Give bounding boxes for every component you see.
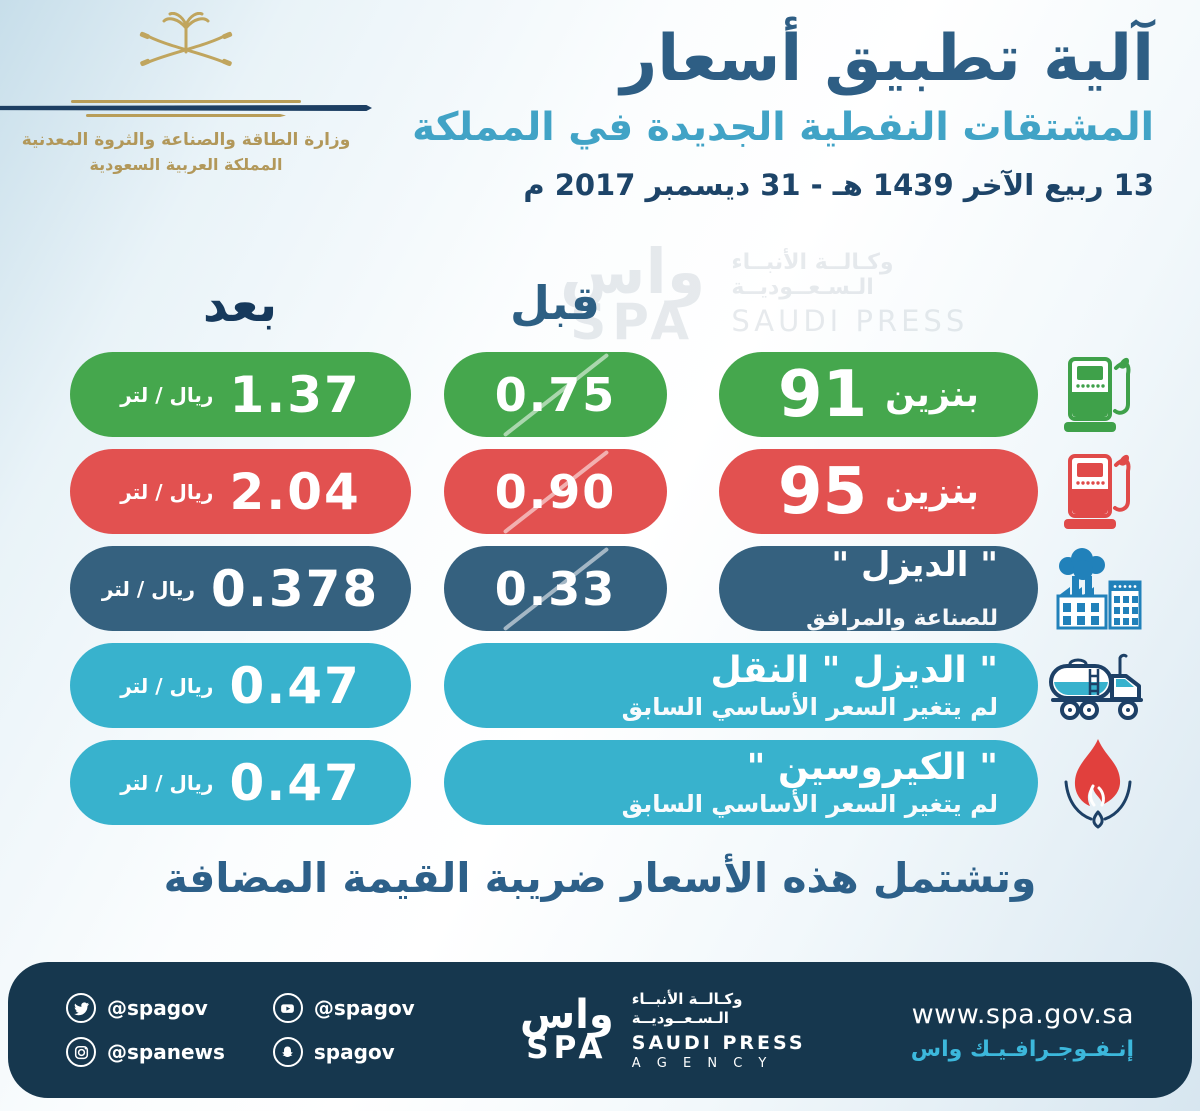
row-icon-slot xyxy=(1046,449,1150,534)
price-after-value: 0.378 xyxy=(211,559,380,618)
product-grade: 91 xyxy=(778,357,868,432)
gold-divider-bottom xyxy=(86,114,286,117)
navy-divider xyxy=(0,105,372,111)
column-header-after: بعد xyxy=(202,276,278,333)
product-name: " الديزل " xyxy=(831,545,998,586)
title-block: آلية تطبيق أسعار المشتقات النفطية الجديد… xyxy=(374,26,1154,202)
product-grade: 95 xyxy=(778,454,868,529)
vat-note: وتشتمل هذه الأسعار ضريبة القيمة المضافة xyxy=(163,854,1037,902)
price-after-pill: 2.04 ريال / لتر xyxy=(70,449,411,534)
snapchat-icon xyxy=(272,1037,303,1067)
social-snapchat[interactable]: spagov xyxy=(272,1037,415,1067)
social-links: @spagov @spagov @spanews spagov xyxy=(66,993,415,1067)
product-name: بنزين xyxy=(885,471,979,512)
spa-agency-logo: واس SPA وكـالــة الأنبــاء الـسـعــوديــ… xyxy=(520,990,806,1071)
fuel-pump-red-icon xyxy=(1064,453,1131,529)
product-pill: " الديزل " للصناعة والمرافق xyxy=(719,546,1038,631)
row-icon-slot xyxy=(1046,546,1150,631)
product-pill: " الكيروسين " لم يتغير السعر الأساسي الس… xyxy=(444,740,1038,825)
fuel-pump-green-icon xyxy=(1064,356,1131,432)
twitter-icon xyxy=(66,993,96,1023)
ministry-country: المملكة العربية السعودية xyxy=(89,155,283,174)
date-range: 13 ربيع الآخر 1439 هـ - 31 ديسمبر 2017 م xyxy=(523,167,1154,202)
page-title: آلية تطبيق أسعار xyxy=(620,22,1154,96)
product-subtitle: لم يتغير السعر الأساسي السابق xyxy=(621,693,998,722)
table-row: 0.47 ريال / لتر " الكيروسين " لم يتغير ا… xyxy=(0,738,1200,828)
flame-icon xyxy=(1064,738,1132,828)
social-instagram[interactable]: @spanews xyxy=(66,1037,225,1067)
social-twitter[interactable]: @spagov xyxy=(66,993,225,1023)
table-row: 0.47 ريال / لتر " الديزل " النقل لم يتغي… xyxy=(0,643,1200,728)
row-icon-slot xyxy=(1046,738,1150,828)
product-subtitle: لم يتغير السعر الأساسي السابق xyxy=(621,790,998,819)
price-unit: ريال / لتر xyxy=(120,479,214,504)
page-subtitle: المشتقات النفطية الجديدة في المملكة xyxy=(412,104,1154,150)
website-block: www.spa.gov.sa إنـفـوجـرافـيـك واس xyxy=(911,999,1134,1062)
price-unit: ريال / لتر xyxy=(120,382,214,407)
price-unit: ريال / لتر xyxy=(101,576,196,601)
product-name: " الكيروسين " xyxy=(746,746,998,788)
instagram-icon xyxy=(66,1037,96,1067)
social-handle: spagov xyxy=(313,1040,395,1064)
product-name: بنزين xyxy=(885,374,979,415)
price-after-pill: 1.37 ريال / لتر xyxy=(70,352,411,437)
website-url[interactable]: www.spa.gov.sa xyxy=(911,998,1134,1030)
ministry-name: وزارة الطاقة والصناعة والثروة المعدنية xyxy=(21,130,351,150)
price-after-value: 2.04 xyxy=(229,462,361,521)
tanker-truck-icon xyxy=(1049,653,1143,720)
row-icon-slot xyxy=(1046,352,1150,437)
price-before-pill: 0.90 xyxy=(444,449,667,534)
ministry-logo: وزارة الطاقة والصناعة والثروة المعدنية ا… xyxy=(0,12,372,174)
price-before-pill: 0.33 xyxy=(444,546,667,631)
table-row: 2.04 ريال / لتر 0.90 بنزين 95 xyxy=(0,449,1200,534)
column-header-before: قبل xyxy=(510,276,600,330)
product-subtitle: للصناعة والمرافق xyxy=(806,605,998,631)
price-after-value: 0.47 xyxy=(229,753,361,812)
palm-swords-emblem-icon xyxy=(139,12,233,67)
price-after-pill: 0.47 ريال / لتر xyxy=(70,740,411,825)
product-pill: بنزين 95 xyxy=(719,449,1038,534)
price-unit: ريال / لتر xyxy=(120,673,214,698)
social-youtube[interactable]: @spagov xyxy=(272,993,415,1023)
price-after-pill: 0.378 ريال / لتر xyxy=(70,546,411,631)
price-after-value: 0.47 xyxy=(229,656,361,715)
product-pill: " الديزل " النقل لم يتغير السعر الأساسي … xyxy=(444,643,1038,728)
spa-watermark-text: وكـالــة الأنبــاء الـسـعــوديــة SAUDI … xyxy=(731,250,969,339)
spa-logo-text: وكـالــة الأنبــاء الـسـعــوديــة SAUDI … xyxy=(631,989,806,1071)
social-handle: @spanews xyxy=(107,1040,225,1064)
row-icon-slot xyxy=(1046,643,1150,728)
product-name: " الديزل " النقل xyxy=(710,649,998,691)
price-after-value: 1.37 xyxy=(229,365,361,424)
factory-icon xyxy=(1056,547,1142,629)
table-row: 0.378 ريال / لتر 0.33 " الديزل " للصناعة… xyxy=(0,546,1200,631)
youtube-icon xyxy=(272,993,303,1023)
product-pill: بنزين 91 xyxy=(719,352,1038,437)
spa-logo-block: واس SPA xyxy=(519,992,614,1067)
infographic-credit: إنـفـوجـرافـيـك واس xyxy=(910,1036,1134,1062)
social-handle: @spagov xyxy=(313,996,415,1020)
price-after-pill: 0.47 ريال / لتر xyxy=(70,643,411,728)
price-unit: ريال / لتر xyxy=(120,770,214,795)
footer-bar: @spagov @spagov @spanews spagov xyxy=(8,962,1192,1098)
price-before-pill: 0.75 xyxy=(444,352,667,437)
gold-divider-top xyxy=(71,100,301,103)
table-row: 1.37 ريال / لتر 0.75 بنزين 91 xyxy=(0,352,1200,437)
social-handle: @spagov xyxy=(107,996,208,1020)
